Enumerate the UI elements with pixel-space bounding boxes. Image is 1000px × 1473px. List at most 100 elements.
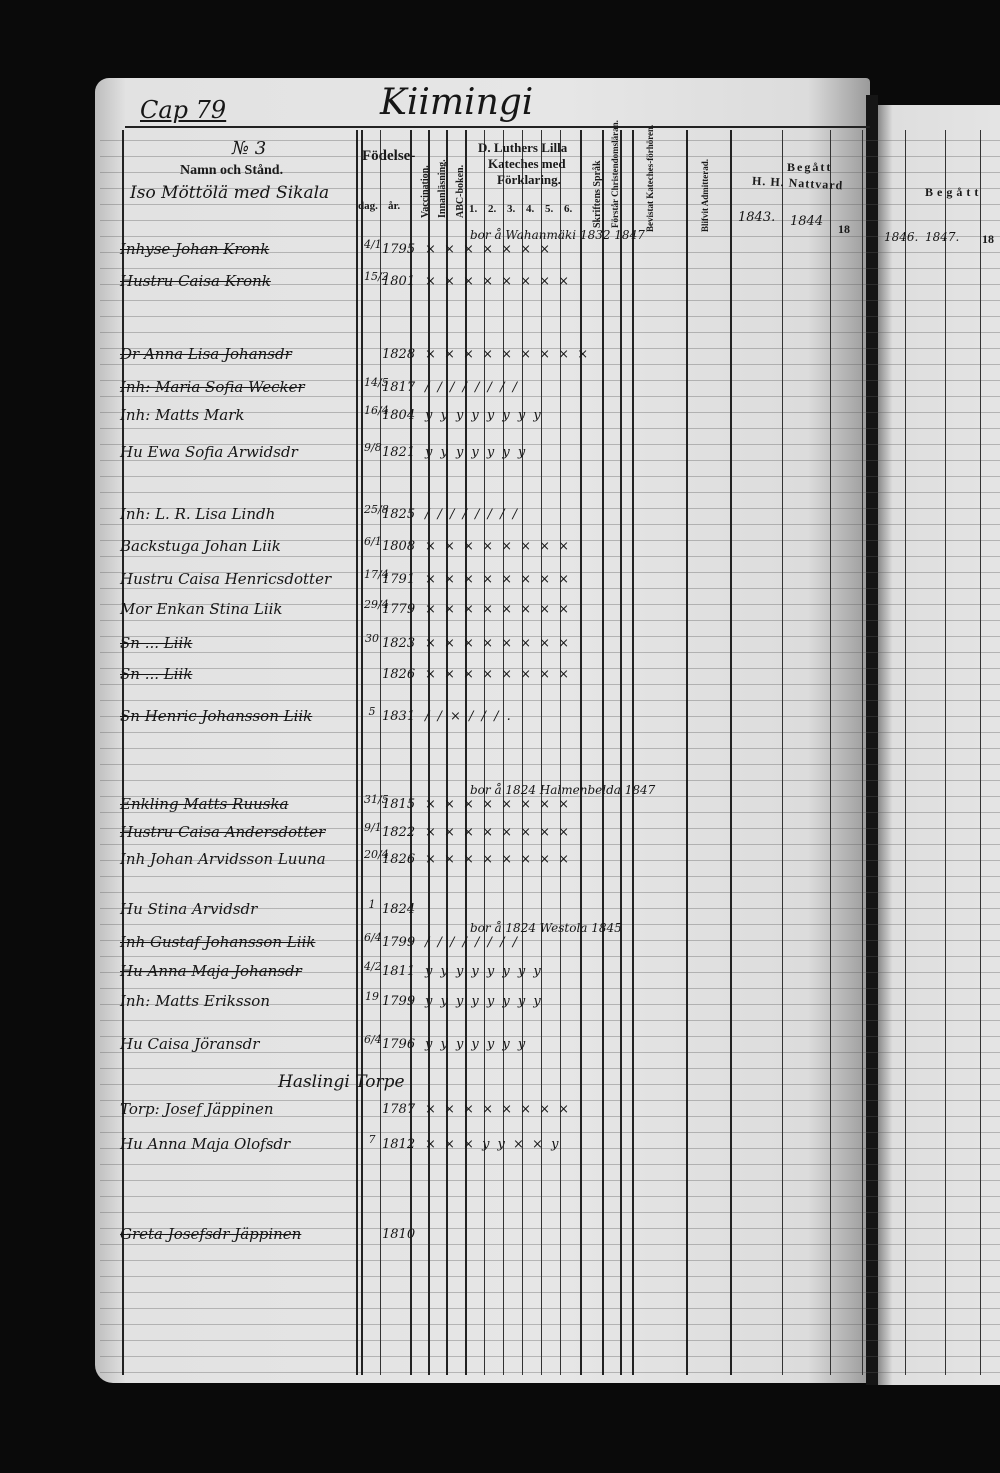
column-line <box>980 130 981 1375</box>
ruled-line <box>100 1372 1000 1373</box>
birth-day: 6/4 <box>364 931 382 944</box>
ruled-line <box>100 876 1000 877</box>
reading-heading: Innanläsning. <box>437 159 448 218</box>
ruled-line <box>100 956 1000 957</box>
person-name: Inhyse Johan Kronk <box>120 240 270 258</box>
column-line <box>632 130 634 1375</box>
catechism-marks: × × × × × × × × <box>425 572 572 587</box>
ruled-line <box>100 668 1000 669</box>
catechism-marks: × × × y y × × y <box>425 1137 561 1152</box>
ruled-line <box>100 1004 1000 1005</box>
names-heading: Namn och Stånd. <box>180 163 284 178</box>
birth-year: 1826 <box>382 852 416 867</box>
person-name: Dr Anna Lisa Johansdr <box>120 345 292 363</box>
register-row: Sn Henric Johansson Liik 5 1831 / / × / / /… <box>0 706 1000 733</box>
register-row: Hu Caisa Jöransdr 6/4 1796 y y y y y y y <box>0 1033 1000 1061</box>
person-name: Enkling Matts Ruuska <box>120 795 289 813</box>
catechism-marks: × × × × × × × × <box>425 825 572 840</box>
person-name: Inh Gustaf Johansson Liik <box>120 933 316 951</box>
ruled-line <box>100 284 1000 285</box>
ruled-line <box>100 444 1000 445</box>
catechism-col-5: 5. <box>545 203 554 215</box>
ruled-line <box>100 1324 1000 1325</box>
ruled-line <box>100 796 1000 797</box>
catechism-marks: × × × × × × × × <box>425 602 572 617</box>
right-year-1847: 1847. <box>925 230 960 244</box>
column-line <box>410 130 412 1375</box>
birth-day: 30 <box>365 632 379 645</box>
residence-note: bor å 1824 Westola 1845 <box>470 921 622 935</box>
birth-year: 1821 <box>382 445 416 460</box>
attended-heading: Bevistat Kateches-förhören. <box>645 124 655 232</box>
catechism-marks: × × × × × × × × <box>425 274 572 289</box>
ruled-line <box>100 1164 1000 1165</box>
person-name: Mor Enkan Stina Liik <box>120 600 283 618</box>
catechism-marks: y y y y y y y <box>425 445 528 460</box>
ruled-line <box>100 764 1000 765</box>
column-line <box>945 130 946 1375</box>
ruled-line <box>100 268 1000 269</box>
ruled-line <box>100 812 1000 813</box>
column-line <box>356 130 358 1375</box>
birth-year: 1795 <box>382 242 416 257</box>
ruled-line <box>100 204 1000 205</box>
register-row: Greta Josefsdr Jäppinen 1810 <box>0 1225 1000 1251</box>
catechism-marks: × × × × × × × × <box>425 667 572 682</box>
ruled-line <box>100 1292 1000 1293</box>
ruled-line <box>100 540 1000 541</box>
person-name: Hustru Caisa Henricsdotter <box>120 570 332 588</box>
ruled-line <box>100 348 1000 349</box>
ruled-line <box>100 364 1000 365</box>
ruled-line <box>100 220 1000 221</box>
birth-day: 31/5 <box>364 793 389 806</box>
column-line <box>560 130 561 1375</box>
catechism-marks: y y y y y y y y <box>425 964 543 979</box>
ruled-line <box>100 1276 1000 1277</box>
communion-year-1843: 1843. <box>738 210 776 225</box>
ruled-line <box>100 652 1000 653</box>
admitted-heading: Blifvit Admitterad. <box>700 159 710 232</box>
communion-year-18: 18 <box>838 222 850 236</box>
residence-note: bor å Wahanmäki 1832 1847 <box>470 228 645 242</box>
catechism-col-2: 2. <box>488 203 497 215</box>
ruled-line <box>100 604 1000 605</box>
header-rule <box>125 126 870 128</box>
ruled-line <box>100 172 1000 173</box>
communion-year-1844: 1844 <box>790 214 824 229</box>
birth-day: 17/4 <box>364 568 389 581</box>
column-line <box>522 130 523 1375</box>
column-line <box>541 130 542 1375</box>
ruled-line <box>100 1196 1000 1197</box>
column-line <box>361 130 363 1375</box>
catechism-marks: / / × / / / . <box>425 709 513 724</box>
birth-day: 15/2 <box>364 270 389 283</box>
register-page-right <box>878 105 1000 1385</box>
register-row: Hu Stina Arvidsdr 1 1824 <box>0 899 1000 926</box>
column-line <box>862 130 863 1375</box>
ruled-line <box>100 1244 1000 1245</box>
birth-day: 25/8 <box>364 503 389 516</box>
birth-heading: Födelse- <box>362 148 416 164</box>
cap-number: Cap 79 <box>140 96 227 124</box>
birth-year: 1810 <box>382 1227 416 1242</box>
catechism-col-1: 1. <box>469 203 478 215</box>
person-name: Torp: Josef Jäppinen <box>120 1100 274 1118</box>
register-row: Inh: Matts Eriksson 19 1799 y y y y y y y y <box>0 991 1000 1018</box>
birth-day: 6/4 <box>364 1033 382 1046</box>
book-spine <box>866 95 878 1385</box>
register-row: Hustru Caisa Andersdotter 9/1 1822 × × × × … <box>0 822 1000 849</box>
ruled-line <box>100 316 1000 317</box>
ruled-line <box>100 252 1000 253</box>
ruled-line <box>100 780 1000 781</box>
birth-day: 20/4 <box>364 848 389 861</box>
birth-year: 1812 <box>382 1137 416 1152</box>
column-line <box>905 130 906 1375</box>
birth-year: 1799 <box>382 935 416 950</box>
ruled-line <box>100 236 1000 237</box>
birth-day: 6/1 <box>364 535 382 548</box>
person-name: Hu Anna Maja Olofsdr <box>120 1135 291 1153</box>
column-line <box>580 130 582 1375</box>
register-row: Inhyse Johan Kronk 4/1 1795 × × × × × × × bo… <box>0 228 1000 266</box>
ruled-line <box>100 188 1000 189</box>
ruled-line <box>100 940 1000 941</box>
